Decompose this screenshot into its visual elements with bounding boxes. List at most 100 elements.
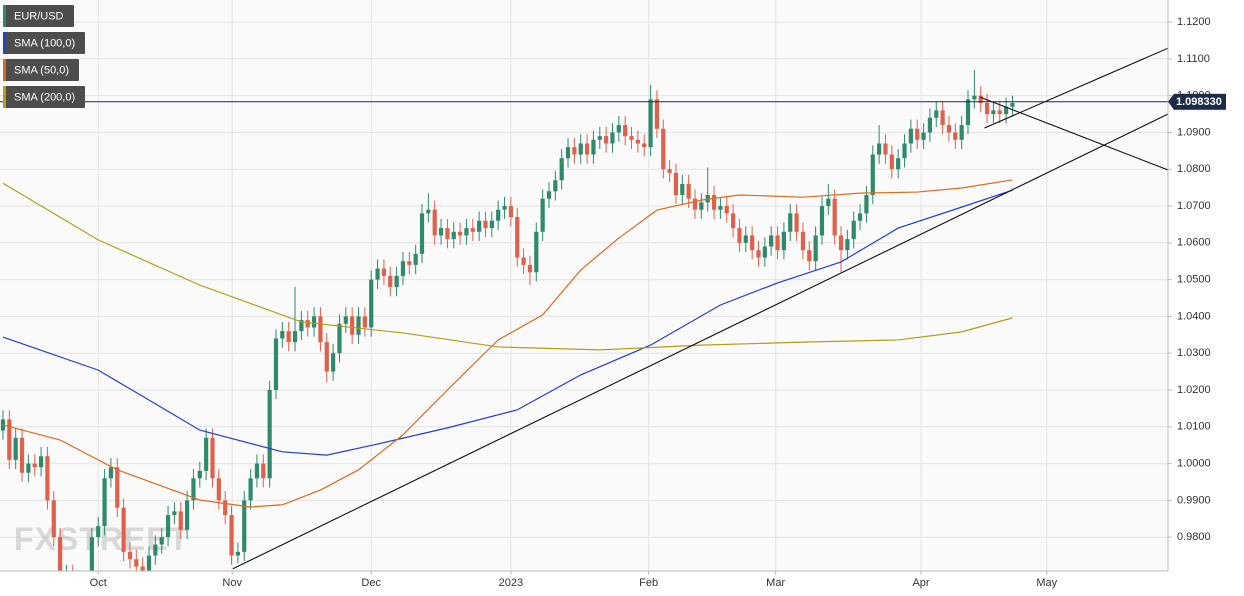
x-tick-label: Nov	[222, 577, 242, 589]
y-tick-label: 1.0000	[1177, 457, 1211, 469]
candle-body	[197, 470, 202, 479]
candle-body	[972, 95, 977, 100]
candle-body	[978, 95, 983, 104]
candle-body	[248, 478, 253, 501]
candle-body	[578, 143, 583, 155]
candle-body	[375, 268, 380, 280]
legend-swatch	[3, 86, 6, 108]
candle-body	[775, 235, 780, 251]
candle-body	[565, 147, 571, 159]
candle-body	[635, 139, 640, 144]
candle-body	[343, 316, 348, 324]
candle-body	[604, 136, 609, 144]
last-price-box	[1174, 93, 1226, 110]
candle-body	[127, 551, 133, 560]
candle-body	[845, 239, 850, 251]
candle-body	[667, 169, 672, 173]
candle-body	[857, 213, 863, 221]
candle-body	[699, 202, 704, 210]
y-tick-label: 1.0700	[1177, 200, 1211, 212]
x-tick-label: Oct	[90, 577, 107, 589]
axes: 0.9800 0.9900 1.0000 1.0100 1.0200 1.0300 1.04…	[90, 16, 1226, 589]
candle-body	[311, 316, 317, 328]
candle-body	[356, 316, 361, 335]
candle-body	[915, 128, 920, 140]
candle-body	[19, 437, 25, 473]
candle-body	[864, 194, 869, 214]
candle-body	[108, 467, 114, 479]
candle-body	[819, 206, 825, 236]
candle-body	[794, 213, 799, 232]
sma-line	[2, 179, 1013, 508]
candle-body	[89, 537, 94, 571]
candle-body	[483, 220, 488, 229]
candle-body	[172, 511, 177, 516]
x-tick-label: Dec	[361, 577, 381, 589]
y-tick-label: 1.0500	[1177, 274, 1211, 286]
candle-body	[705, 194, 710, 203]
candle-body	[273, 338, 279, 390]
legend-label: SMA (100,0)	[14, 37, 75, 49]
candle-body	[800, 231, 806, 251]
candle-body	[826, 198, 831, 207]
candle-body	[908, 128, 913, 144]
candle-body	[502, 206, 507, 210]
candle-body	[877, 143, 882, 155]
candle-body	[572, 147, 577, 155]
candle-body	[458, 231, 463, 236]
sma-line	[2, 189, 1013, 456]
trendline	[232, 113, 1168, 570]
candle-body	[267, 389, 272, 479]
candle-body	[451, 231, 456, 240]
candle-body	[521, 257, 526, 265]
candle-body	[407, 261, 412, 265]
candle-body	[851, 220, 856, 240]
legend-label: EUR/USD	[14, 10, 64, 22]
candle-body	[318, 316, 323, 343]
candle-body	[559, 158, 564, 181]
candle-body	[591, 139, 596, 155]
y-tick-label: 1.0800	[1177, 163, 1211, 175]
candle-body	[369, 279, 374, 328]
candle-body	[940, 110, 945, 126]
candle-body	[38, 456, 44, 468]
y-tick-label: 1.0100	[1177, 421, 1211, 433]
y-tick-label: 1.0600	[1177, 237, 1211, 249]
legend-swatch	[3, 5, 6, 27]
candle-body	[51, 500, 56, 538]
x-tick-label: Feb	[639, 577, 658, 589]
legend-box	[3, 32, 85, 54]
sma-line	[2, 182, 1013, 351]
candle-body	[286, 331, 291, 343]
candle-body	[153, 544, 158, 556]
candle-body	[673, 172, 679, 195]
candle-body	[305, 320, 310, 328]
candle-body	[464, 228, 469, 236]
trendline	[984, 47, 1168, 129]
candle-body	[381, 268, 387, 276]
candle-body	[781, 231, 786, 251]
candle-body	[7, 419, 12, 460]
candle-body	[750, 235, 755, 251]
candle-body	[134, 559, 139, 567]
marks	[0, 47, 1168, 571]
candle-body	[223, 500, 228, 516]
legend-box	[3, 86, 85, 108]
plot-area	[0, 0, 1168, 571]
candle-body	[711, 194, 717, 210]
grid	[0, 0, 1168, 571]
candle-body	[413, 253, 418, 265]
candle-body	[1004, 106, 1009, 115]
candle-body	[121, 507, 126, 552]
candle-body	[807, 250, 812, 262]
candle-body	[400, 261, 406, 276]
candle-body	[394, 275, 399, 287]
candle-body	[737, 228, 742, 243]
candle-body	[642, 143, 647, 148]
candle-body	[324, 342, 329, 372]
candle-body	[946, 125, 952, 133]
x-tick-label: May	[1036, 577, 1057, 589]
x-tick-label: Apr	[912, 577, 929, 589]
last-price-pointer	[1168, 93, 1174, 110]
